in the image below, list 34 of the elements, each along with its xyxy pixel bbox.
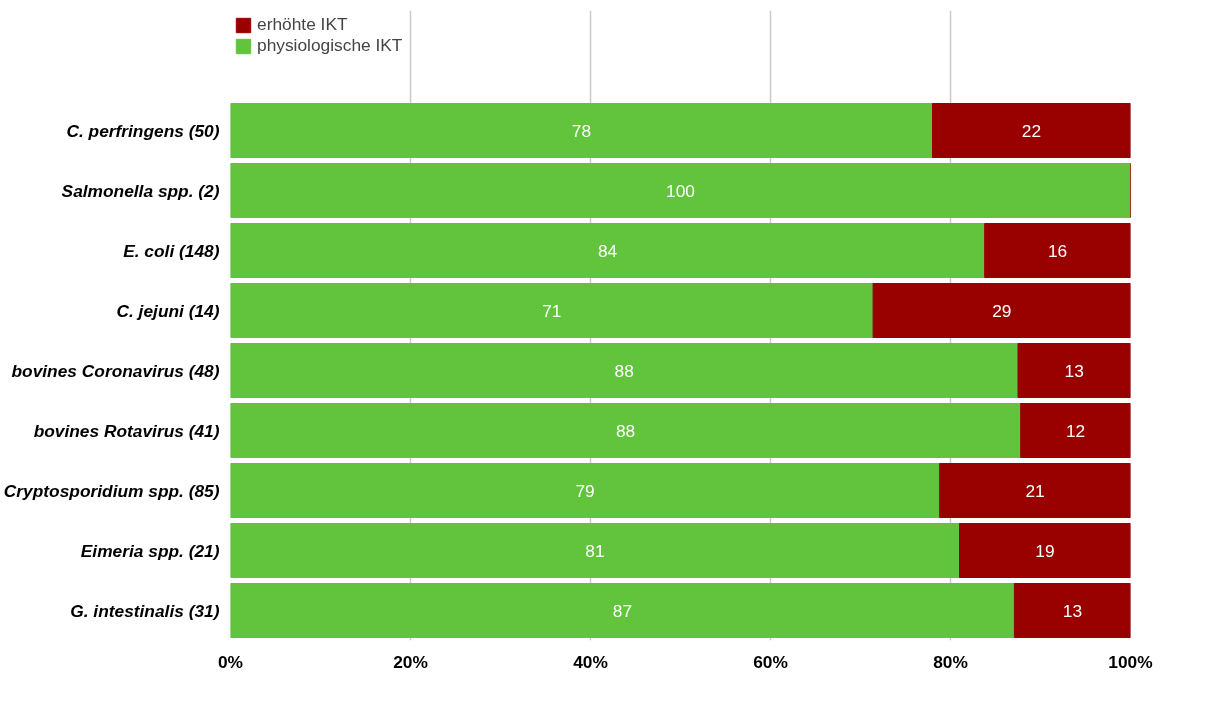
- y-tick-label: C. jejuni (14): [116, 300, 220, 321]
- data-label: 79: [575, 480, 595, 501]
- y-tick-label: E. coli (148): [123, 240, 220, 261]
- x-tick-label: 20%: [393, 651, 428, 672]
- data-label: 19: [1035, 540, 1055, 561]
- legend-label: erhöhte IKT: [257, 14, 348, 35]
- y-tick-label: C. perfringens (50): [66, 120, 220, 141]
- data-label: 12: [1065, 420, 1086, 441]
- data-label: 81: [585, 540, 605, 561]
- data-label: 16: [1047, 240, 1068, 261]
- x-tick-label: 60%: [753, 651, 788, 672]
- data-label: 78: [571, 120, 592, 141]
- x-tick-label: 40%: [573, 651, 608, 672]
- data-label: 13: [1064, 360, 1084, 381]
- data-label: 71: [542, 300, 562, 321]
- data-label: 22: [1021, 120, 1042, 141]
- x-tick-label: 100%: [1108, 651, 1153, 672]
- data-label: 88: [614, 360, 634, 381]
- y-tick-label: G. intestinalis (31): [70, 600, 220, 621]
- y-tick-label: bovines Coronavirus (48): [11, 360, 220, 381]
- data-label: 29: [992, 300, 1012, 321]
- data-label: 84: [597, 240, 618, 261]
- y-tick-label: Eimeria spp. (21): [80, 540, 220, 561]
- y-tick-label: Cryptosporidium spp. (85): [3, 480, 220, 501]
- data-label: 88: [615, 420, 636, 441]
- x-tick-label: 0%: [217, 651, 244, 672]
- y-tick-label: bovines Rotavirus (41): [33, 420, 220, 441]
- data-label: 13: [1062, 600, 1083, 621]
- data-label: 100: [666, 180, 695, 201]
- data-label: 21: [1025, 480, 1045, 501]
- legend-label: physiologische IKT: [257, 35, 403, 56]
- y-tick-label: Salmonella spp. (2): [61, 180, 220, 201]
- x-tick-label: 80%: [933, 651, 968, 672]
- data-label: 87: [612, 600, 633, 621]
